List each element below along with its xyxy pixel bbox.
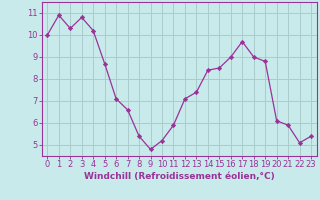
X-axis label: Windchill (Refroidissement éolien,°C): Windchill (Refroidissement éolien,°C) [84,172,275,181]
